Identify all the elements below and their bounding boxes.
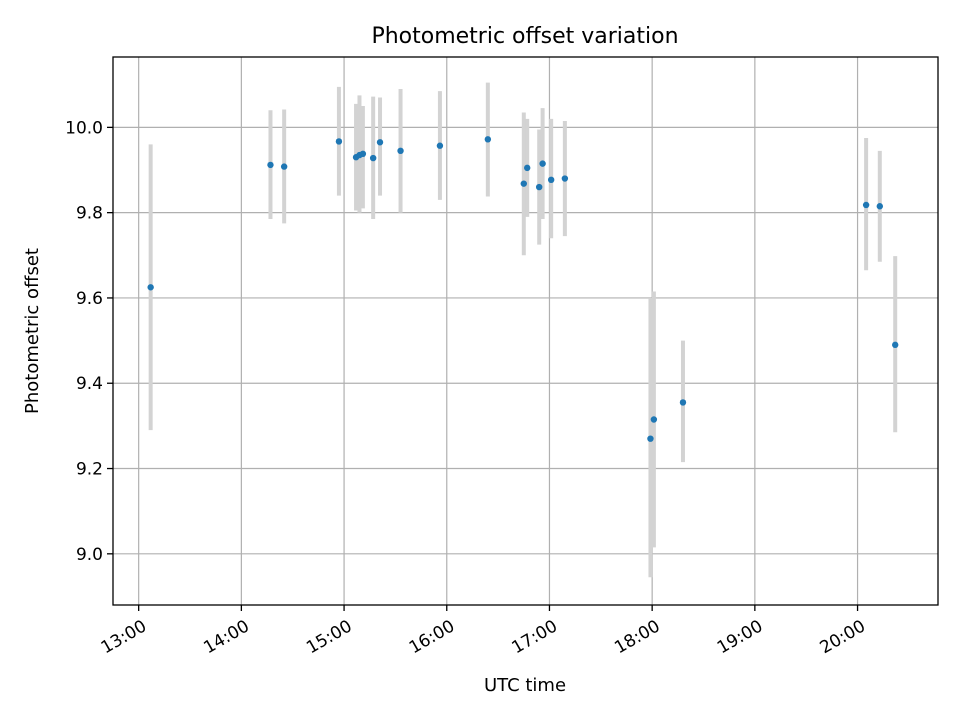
y-tick-label: 9.4	[76, 374, 103, 394]
data-point	[535, 183, 543, 191]
data-point	[376, 139, 384, 146]
data-point	[561, 175, 569, 182]
y-tick-label: 9.6	[76, 289, 103, 309]
y-tick-label: 10.0	[65, 118, 103, 138]
data-point	[280, 163, 288, 170]
y-axis-label: Photometric offset	[22, 248, 43, 414]
y-tick-label: 9.0	[76, 545, 103, 565]
data-point	[397, 147, 404, 155]
data-point	[650, 416, 658, 423]
data-point	[359, 150, 367, 158]
data-point	[524, 164, 531, 172]
data-point	[892, 341, 899, 349]
data-point	[267, 161, 274, 169]
data-point	[335, 138, 343, 145]
data-point	[520, 180, 527, 187]
chart-title: Photometric offset variation	[371, 24, 678, 49]
x-tick-label: 13:00	[98, 616, 150, 658]
data-point	[679, 399, 687, 406]
error-bars	[148, 82, 898, 578]
x-tick-label: 14:00	[200, 616, 252, 658]
x-tick-label: 18:00	[611, 616, 663, 658]
data-point	[539, 160, 546, 167]
ticks: 13:00 14:00 15:00 16:00 17:00 18:00 19:00 20:00…	[65, 118, 869, 658]
data-point	[369, 154, 377, 162]
data-point	[862, 201, 870, 209]
data-points	[147, 136, 899, 442]
plot-frame	[112, 56, 939, 606]
x-tick-label: 17:00	[509, 616, 561, 658]
data-point	[547, 176, 555, 184]
data-point	[147, 284, 154, 291]
x-tick-label: 20:00	[817, 616, 869, 658]
x-tick-label: 15:00	[303, 616, 355, 658]
data-point	[484, 136, 492, 143]
y-tick-label: 9.8	[76, 204, 103, 224]
x-tick-label: 19:00	[714, 616, 766, 658]
x-tick-label: 16:00	[406, 616, 458, 658]
data-point	[647, 435, 654, 442]
y-tick-label: 9.2	[76, 460, 103, 480]
x-axis-label: UTC time	[484, 675, 566, 696]
data-point	[436, 142, 444, 149]
data-point	[876, 203, 884, 210]
